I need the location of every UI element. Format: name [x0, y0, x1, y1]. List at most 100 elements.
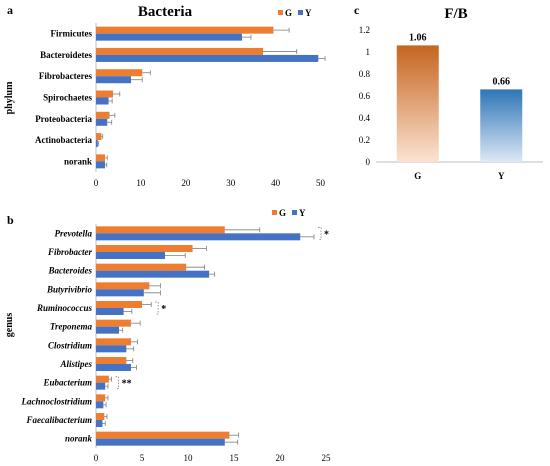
genus-bar-y-prevotella: [96, 233, 301, 241]
genus-category-label-faecalibacterium: Faecalibacterium: [26, 415, 93, 425]
phylum-bar-y-proteobacteria: [96, 118, 108, 126]
panel-a: a Bacteria Firmicutes Bacteroidetes Fibrobac…: [4, 3, 326, 188]
panel-a-letter: a: [7, 3, 13, 17]
fb-bar-y: [480, 89, 523, 162]
genus-legend-label-g: G: [279, 208, 286, 218]
genus-bar-y-faecalibacterium: [96, 420, 103, 427]
genus-bar-y-alistipes: [96, 364, 131, 371]
phylum-legend-label-y: Y: [305, 8, 312, 18]
phylum-x-tick-10: 10: [136, 178, 146, 188]
phylum-category-label-bacteroidetes: Bacteroidetes: [40, 50, 92, 60]
panel-a-title: Bacteria: [138, 4, 193, 20]
genus-x-tick-15: 15: [230, 453, 240, 463]
phylum-bar-g-spirochaetes: [96, 90, 114, 98]
phylum-bar-y-spirochaetes: [96, 97, 109, 105]
genus-bar-y-bacteroides: [96, 270, 210, 278]
phylum-legend-swatch-y: [298, 10, 303, 15]
fb-y-tick-0-4: 0.4: [359, 113, 371, 123]
genus-legend-swatch-g: [272, 210, 277, 215]
genus-bar-g-lachnoclostridium: [96, 394, 106, 402]
phylum-category-label-fibrobacteres: Fibrobacteres: [39, 71, 93, 81]
phylum-category-label-actinobacteria: Actinobacteria: [35, 135, 92, 145]
genus-bar-g-fibrobacter: [96, 245, 193, 252]
genus-bar-g-norank: [96, 431, 230, 439]
panel-c-title: F/B: [444, 6, 467, 22]
phylum-legend-swatch-g: [278, 10, 283, 15]
phylum-bar-y-firmicutes: [96, 33, 242, 41]
genus-bar-y-butyrivibrio: [96, 289, 144, 297]
panel-b: b Prevotella Fibrobacter Bacteroides Butyriv…: [4, 208, 331, 463]
genus-significance-label-ruminococcus: *: [161, 304, 166, 315]
phylum-bar-g-proteobacteria: [96, 111, 110, 119]
phylum-legend-label-g: G: [285, 8, 292, 18]
genus-bar-y-fibrobacter: [96, 252, 165, 259]
genus-x-tick-5: 5: [140, 453, 145, 463]
genus-category-label-fibrobacter: Fibrobacter: [47, 247, 92, 257]
phylum-category-label-proteobacteria: Proteobacteria: [35, 114, 92, 124]
genus-bar-g-butyrivibrio: [96, 282, 150, 290]
genus-bar-y-clostridium: [96, 345, 127, 353]
fb-bar-g: [396, 45, 439, 162]
genus-category-label-norank: norank: [65, 434, 93, 444]
fb-y-tick-0-6: 0.6: [359, 91, 371, 101]
fb-y-tick-0: 0: [366, 157, 371, 167]
genus-legend-label-y: Y: [299, 208, 306, 218]
genus-x-tick-0: 0: [94, 453, 99, 463]
fb-y-tick-0-2: 0.2: [359, 135, 370, 145]
fb-category-label-y: Y: [498, 171, 505, 181]
genus-category-label-prevotella: Prevotella: [55, 228, 93, 238]
genus-category-label-treponema: Treponema: [50, 322, 93, 332]
genus-bar-g-clostridium: [96, 338, 131, 346]
fb-value-label-g: 1.06: [409, 32, 427, 43]
phylum-x-tick-20: 20: [181, 178, 191, 188]
phylum-bar-y-fibrobacteres: [96, 76, 132, 84]
phylum-bar-g-actinobacteria: [96, 133, 102, 141]
phylum-x-tick-40: 40: [271, 178, 281, 188]
phylum-bar-g-bacteroidetes: [96, 47, 264, 55]
genus-bar-g-eubacterium: [96, 375, 109, 383]
phylum-y-axis-title: phylum: [4, 81, 15, 114]
genus-category-label-lachnoclostridium: Lachnoclostridium: [20, 396, 92, 406]
genus-bar-y-treponema: [96, 326, 119, 334]
fb-y-tick-0-8: 0.8: [359, 69, 371, 79]
phylum-x-tick-30: 30: [226, 178, 236, 188]
phylum-category-label-spirochaetes: Spirochaetes: [43, 93, 92, 103]
genus-significance-label-prevotella: *: [324, 229, 329, 240]
phylum-bar-y-norank: [96, 161, 105, 169]
phylum-bar-g-norank: [96, 154, 105, 162]
phylum-x-tick-0: 0: [94, 178, 99, 188]
panel-c: c F/B 0 0.2 0.4 0.6 0.8 1 1.2 1.06 G 0.66 Y: [354, 3, 543, 181]
genus-bar-y-ruminococcus: [96, 308, 124, 315]
genus-significance-bracket-ruminococcus: [155, 301, 159, 315]
genus-bar-g-prevotella: [96, 226, 225, 234]
genus-category-label-bacteroides: Bacteroides: [48, 266, 93, 276]
fb-y-tick-1-2: 1.2: [359, 25, 370, 35]
genus-category-label-butyrivibrio: Butyrivibrio: [46, 284, 93, 294]
panel-b-letter: b: [7, 213, 14, 227]
fb-category-label-g: G: [414, 171, 421, 181]
genus-bar-g-alistipes: [96, 357, 127, 364]
genus-significance-label-eubacterium: **: [122, 379, 132, 390]
fb-y-tick-1: 1: [366, 47, 371, 57]
phylum-bar-y-bacteroidetes: [96, 54, 319, 62]
genus-bar-y-lachnoclostridium: [96, 401, 104, 409]
genus-y-axis-title: genus: [4, 313, 15, 338]
genus-significance-bracket-prevotella: [318, 226, 322, 240]
genus-x-tick-10: 10: [184, 453, 194, 463]
genus-bar-g-treponema: [96, 319, 131, 327]
panel-c-letter: c: [354, 3, 360, 17]
genus-category-label-eubacterium: Eubacterium: [42, 378, 92, 388]
genus-bar-y-norank: [96, 438, 225, 446]
phylum-bar-y-actinobacteria: [96, 140, 98, 148]
genus-category-label-clostridium: Clostridium: [48, 340, 92, 350]
phylum-category-label-firmicutes: Firmicutes: [51, 29, 93, 39]
genus-legend-swatch-y: [292, 210, 297, 215]
phylum-x-tick-50: 50: [316, 178, 326, 188]
genus-x-tick-25: 25: [322, 453, 332, 463]
genus-bar-g-ruminococcus: [96, 301, 142, 308]
genus-category-label-ruminococcus: Ruminococcus: [36, 303, 93, 313]
phylum-bar-g-fibrobacteres: [96, 69, 143, 77]
genus-bar-g-faecalibacterium: [96, 413, 105, 420]
